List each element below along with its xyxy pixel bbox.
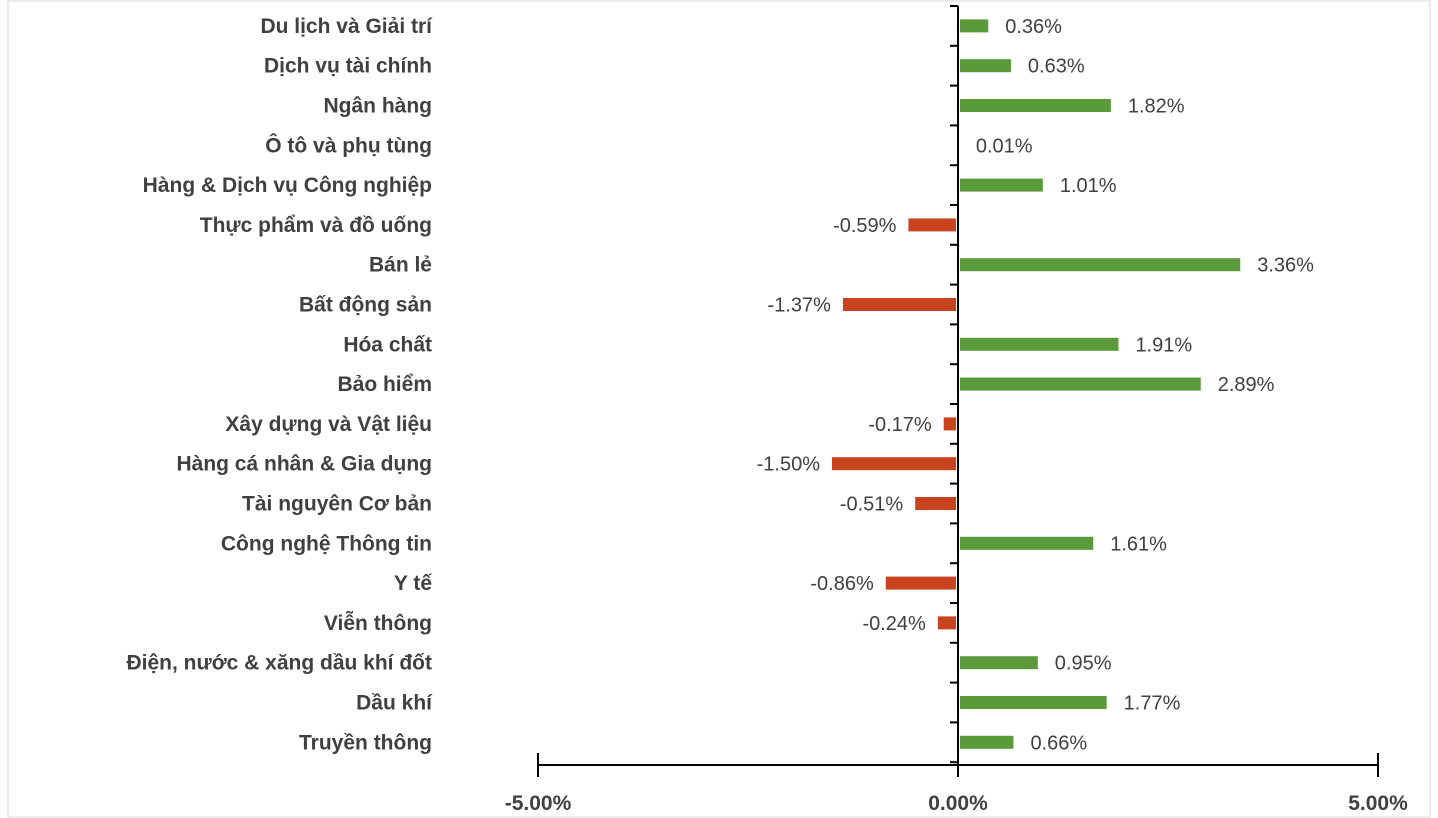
bar: [915, 497, 956, 510]
data-label: -0.86%: [810, 573, 874, 595]
category-label: Hàng cá nhân & Gia dụng: [176, 453, 432, 476]
bar: [960, 178, 1043, 192]
category-label: Hàng & Dịch vụ Công nghiệp: [143, 174, 432, 197]
data-label: -0.17%: [868, 414, 932, 436]
category-label: Thực phẩm và đồ uống: [200, 214, 432, 237]
bar: [937, 616, 956, 630]
bar: [943, 417, 956, 431]
category-label: Hóa chất: [343, 333, 432, 356]
data-label: 2.89%: [1218, 374, 1275, 396]
bar: [960, 735, 1014, 749]
labels-layer: Du lịch và Giải trí 0.36% Dịch vụ tài chín…: [127, 15, 1315, 754]
category-label: Dịch vụ tài chính: [264, 55, 432, 78]
data-label: 1.61%: [1110, 533, 1167, 555]
data-label: 3.36%: [1257, 255, 1314, 277]
bar: [832, 457, 956, 471]
category-label: Bán lẻ: [369, 254, 432, 277]
category-label: Điện, nước & xăng dầu khí đốt: [127, 652, 433, 675]
bars-layer: [832, 19, 1241, 749]
x-tick-label: 5.00%: [1348, 792, 1408, 815]
category-label: Y tế: [394, 572, 432, 595]
category-label: Dầu khí: [356, 692, 433, 715]
category-label: Truyền thông: [299, 731, 432, 754]
bar: [908, 218, 956, 232]
x-tick-label: -5.00%: [505, 792, 572, 815]
category-label: Ngân hàng: [324, 95, 433, 118]
data-label: 0.66%: [1030, 732, 1087, 754]
bar: [842, 298, 956, 311]
axis-layer: -5.00% 0.00% 5.00%: [505, 5, 1408, 815]
data-label: 1.77%: [1124, 693, 1181, 715]
bar: [960, 337, 1119, 351]
data-label: -1.50%: [757, 454, 821, 476]
data-label: 0.95%: [1055, 653, 1112, 675]
data-label: -0.59%: [833, 215, 897, 237]
data-label: 0.63%: [1028, 56, 1085, 78]
bar: [960, 258, 1241, 272]
category-label: Bất động sản: [299, 294, 432, 317]
category-label: Công nghệ Thông tin: [221, 532, 432, 555]
bar: [960, 19, 989, 33]
category-label: Ô tô và phụ tùng: [265, 133, 432, 157]
data-label: -0.51%: [840, 494, 904, 516]
data-label: 1.82%: [1128, 96, 1185, 118]
chart-border: [7, 0, 1431, 818]
bar: [960, 99, 1111, 112]
bar: [960, 696, 1107, 709]
category-label: Viễn thông: [324, 611, 432, 635]
category-label: Tài nguyên Cơ bản: [242, 493, 432, 516]
bar: [960, 59, 1011, 73]
bar: [960, 536, 1094, 550]
bar: [885, 576, 956, 590]
data-label: -0.24%: [862, 613, 926, 635]
x-tick-label: 0.00%: [928, 792, 988, 815]
category-label: Du lịch và Giải trí: [260, 15, 433, 38]
bar: [960, 377, 1201, 391]
data-label: 1.91%: [1135, 334, 1192, 356]
category-label: Bảo hiểm: [337, 373, 432, 396]
category-label: Xây dựng và Vật liệu: [225, 413, 432, 436]
data-label: 1.01%: [1060, 175, 1117, 197]
bar: [960, 656, 1038, 670]
data-label: 0.36%: [1005, 16, 1062, 38]
data-label: 0.01%: [976, 135, 1033, 157]
data-label: -1.37%: [768, 295, 832, 317]
